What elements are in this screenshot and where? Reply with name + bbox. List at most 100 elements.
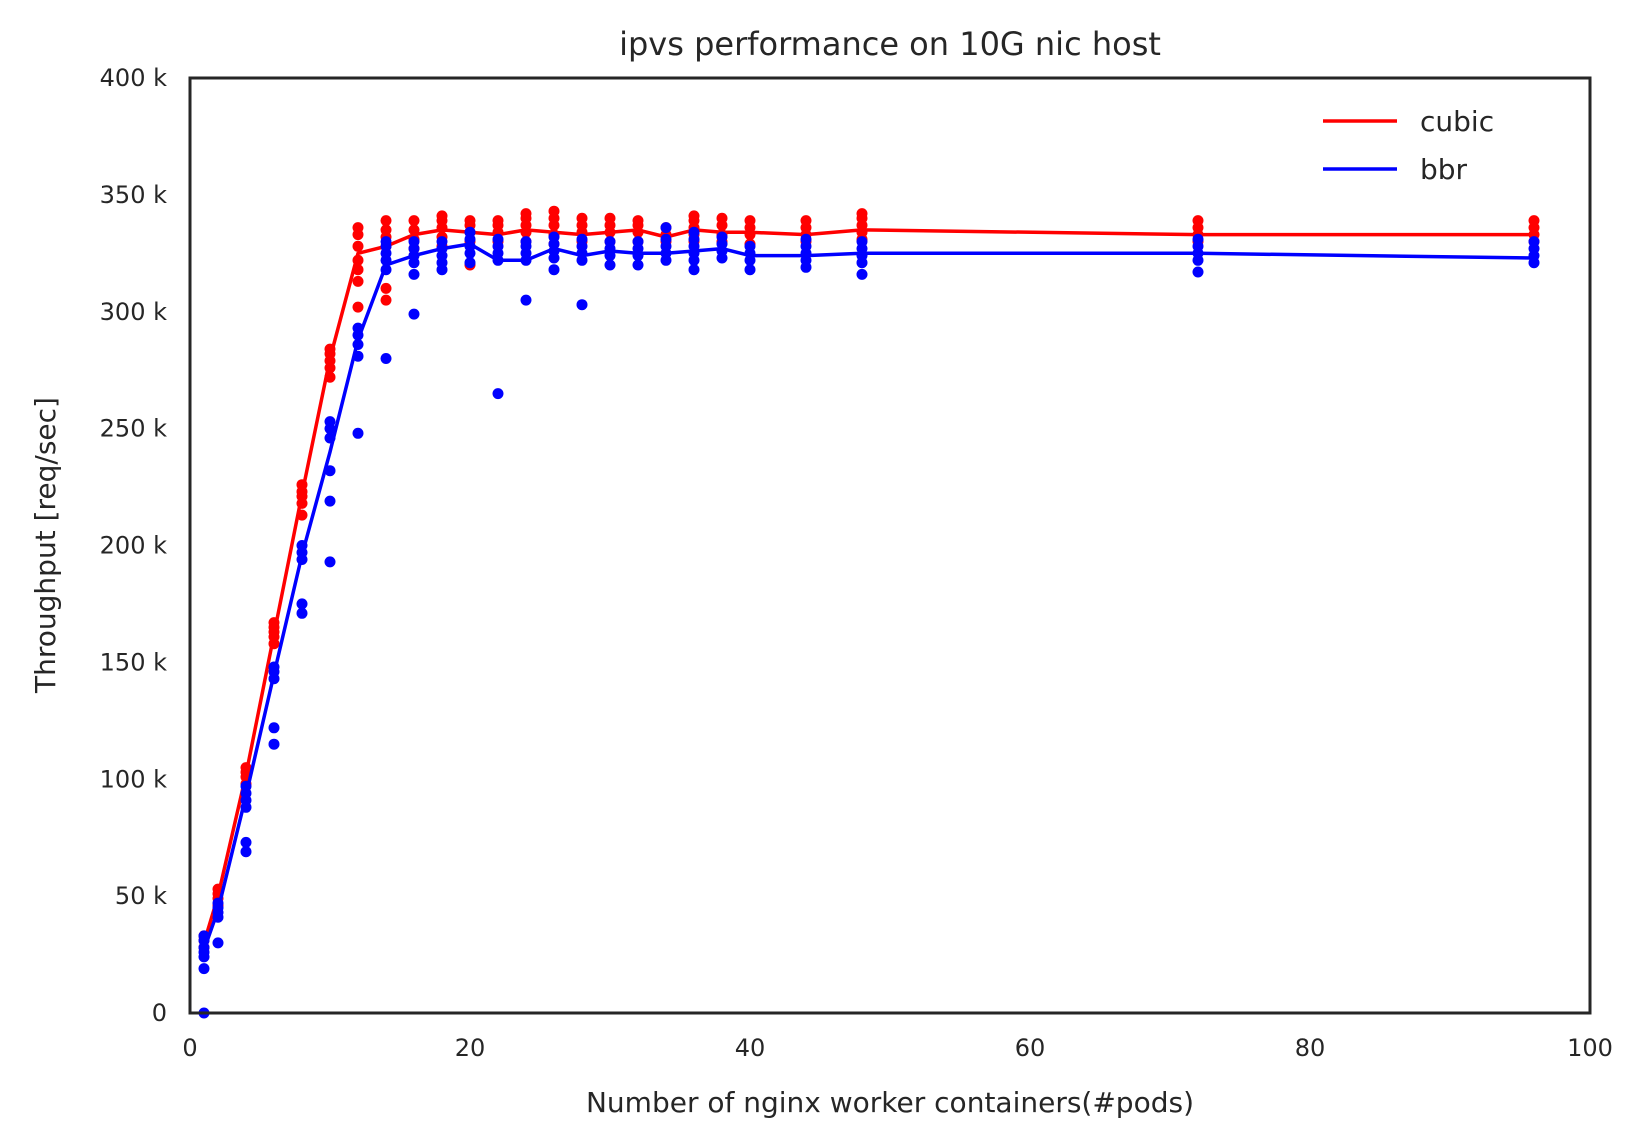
bbr-point xyxy=(604,236,616,248)
cubic-point xyxy=(408,215,420,227)
y-tick-label: 0 xyxy=(152,999,167,1027)
cubic-point xyxy=(716,212,728,224)
bbr-point xyxy=(688,264,700,276)
bbr-point xyxy=(380,353,392,364)
cubic-point xyxy=(436,210,448,222)
y-tick-label: 150 k xyxy=(100,648,167,676)
cubic-point xyxy=(800,215,812,227)
bbr-point xyxy=(464,226,476,238)
legend-label: cubic xyxy=(1420,105,1494,138)
x-tick-label: 100 xyxy=(1567,1034,1613,1062)
bbr-point xyxy=(380,236,392,248)
cubic-point xyxy=(520,208,532,220)
y-tick-label: 250 k xyxy=(100,415,167,443)
cubic-point xyxy=(464,215,476,227)
bbr-point xyxy=(324,416,336,428)
bbr-point xyxy=(1528,236,1540,248)
cubic-point xyxy=(688,210,700,222)
y-axis-label: Throughput [req/sec] xyxy=(29,397,62,694)
cubic-point xyxy=(1192,215,1204,227)
bbr-point xyxy=(856,236,868,248)
cubic-point xyxy=(1528,215,1540,227)
legend-label: bbr xyxy=(1420,153,1468,186)
bbr-point xyxy=(576,233,588,245)
bbr-point xyxy=(1192,266,1204,278)
bbr-point xyxy=(324,495,336,507)
cubic-point xyxy=(604,212,616,224)
bbr-point xyxy=(1192,233,1204,245)
bbr-point xyxy=(744,240,756,252)
legend-item-cubic: cubic xyxy=(1323,105,1494,138)
plot-frame xyxy=(188,76,1592,1015)
cubic-point xyxy=(380,224,392,236)
y-tick-label: 400 k xyxy=(100,64,167,92)
cubic-point xyxy=(380,215,392,227)
x-tick-label: 20 xyxy=(455,1034,486,1062)
bbr-point xyxy=(744,264,756,276)
bbr-point xyxy=(240,836,252,848)
cubic-point xyxy=(492,215,504,227)
bbr-point xyxy=(492,388,504,400)
bbr-point xyxy=(632,259,644,271)
bbr-point xyxy=(240,846,252,858)
bbr-point xyxy=(660,222,672,234)
bbr-point xyxy=(352,427,364,439)
bbr-point xyxy=(520,294,532,306)
y-tick-label: 200 k xyxy=(100,532,167,560)
cubic-point xyxy=(576,212,588,224)
bbr-point xyxy=(492,233,504,245)
bbr-point xyxy=(548,231,560,243)
bbr-point xyxy=(576,299,588,311)
bbr-point xyxy=(800,233,812,245)
cubic-point xyxy=(548,205,560,217)
bbr-point xyxy=(296,607,308,619)
y-tick-label: 350 k xyxy=(100,181,167,209)
x-axis-label: Number of nginx worker containers(#pods) xyxy=(586,1086,1194,1119)
bbr-point xyxy=(660,233,672,245)
bbr-point xyxy=(688,226,700,238)
chart-title: ipvs performance on 10G nic host xyxy=(619,25,1161,63)
cubic-point xyxy=(352,275,364,287)
cubic-point xyxy=(380,282,392,294)
series-bbr xyxy=(198,222,1540,1019)
x-tick-label: 80 xyxy=(1295,1034,1326,1062)
y-axis: 0 50 k 100 k 150 k 200 k 250 k 300 k 350 k 400 k xyxy=(100,64,167,1027)
bbr-point xyxy=(856,268,868,280)
cubic-point xyxy=(352,240,364,252)
x-axis: 0 20 40 60 80 100 xyxy=(182,1034,1613,1062)
y-tick-label: 50 k xyxy=(115,882,167,910)
cubic-point xyxy=(856,208,868,220)
bbr-point xyxy=(268,722,280,734)
bbr-point xyxy=(198,963,210,975)
bbr-point xyxy=(436,236,448,248)
bbr-line xyxy=(202,242,1535,951)
series-layer xyxy=(198,205,1540,1019)
bbr-point xyxy=(296,598,308,610)
bbr-point xyxy=(520,236,532,248)
bbr-point xyxy=(548,264,560,276)
cubic-line xyxy=(202,228,1534,944)
bbr-point xyxy=(632,236,644,248)
plot-area xyxy=(198,205,1540,1019)
bbr-point xyxy=(716,231,728,243)
bbr-point xyxy=(268,738,280,750)
cubic-point xyxy=(380,294,392,306)
bbr-point xyxy=(464,257,476,269)
legend: cubic bbr xyxy=(1323,105,1494,186)
bbr-point xyxy=(408,236,420,248)
x-tick-label: 0 xyxy=(182,1034,197,1062)
bbr-point xyxy=(408,308,420,320)
cubic-point xyxy=(632,215,644,227)
bbr-point xyxy=(604,259,616,271)
x-tick-label: 60 xyxy=(1015,1034,1046,1062)
y-tick-label: 100 k xyxy=(100,765,167,793)
cubic-point xyxy=(744,215,756,227)
cubic-point xyxy=(352,222,364,234)
bbr-point xyxy=(408,268,420,280)
x-tick-label: 40 xyxy=(735,1034,766,1062)
y-tick-label: 300 k xyxy=(100,298,167,326)
legend-item-bbr: bbr xyxy=(1323,153,1468,186)
cubic-point xyxy=(352,301,364,313)
